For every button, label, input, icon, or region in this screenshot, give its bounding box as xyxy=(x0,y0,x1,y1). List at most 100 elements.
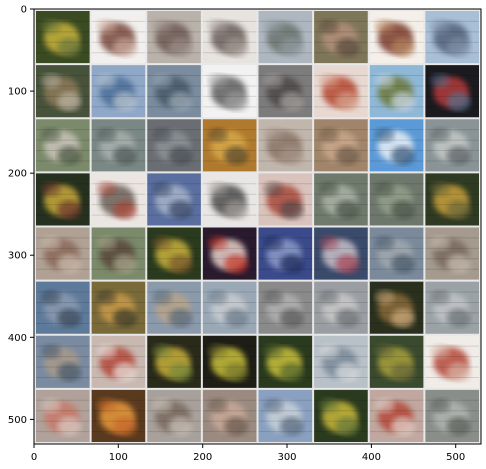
sample-tile-noise xyxy=(258,129,313,162)
y-tick-label: 400 xyxy=(8,333,27,344)
sample-tile-noise xyxy=(147,399,201,433)
sample-tile xyxy=(369,119,424,172)
sample-tile xyxy=(36,119,90,172)
sample-tile-blob xyxy=(224,416,248,436)
sample-tile-noise xyxy=(36,237,90,270)
sample-tile-blob xyxy=(168,38,193,57)
sample-tile-noise xyxy=(36,183,90,216)
sample-tile-noise xyxy=(36,291,90,324)
sample-tile-noise xyxy=(369,237,424,270)
sample-tile xyxy=(314,281,368,334)
sample-tile-blob xyxy=(430,127,451,143)
sample-tile xyxy=(425,11,479,64)
sample-tile-blob xyxy=(391,362,415,382)
sample-tile-blob xyxy=(446,308,471,328)
sample-tile xyxy=(369,335,424,388)
sample-tile-blob xyxy=(335,38,360,57)
x-tick-label: 400 xyxy=(362,452,381,463)
sample-tile-noise xyxy=(369,345,424,378)
sample-tile-blob xyxy=(41,235,61,251)
sample-tile-blob xyxy=(391,254,415,274)
sample-tile xyxy=(202,389,257,442)
sample-tile-noise xyxy=(369,399,424,433)
sample-tile xyxy=(36,389,90,442)
sample-tile-blob xyxy=(263,398,284,413)
sample-tile-noise xyxy=(147,237,201,270)
sample-tile-blob xyxy=(224,146,248,166)
sample-tile-blob xyxy=(168,146,193,166)
sample-tile-noise xyxy=(425,237,479,270)
sample-tile-blob xyxy=(391,38,415,57)
tiles xyxy=(36,11,479,442)
sample-tile-blob xyxy=(208,289,228,305)
sample-tile-blob xyxy=(57,416,82,436)
sample-tile-noise xyxy=(258,20,313,54)
sample-tile-noise xyxy=(36,345,90,378)
sample-tile xyxy=(91,335,146,388)
sample-tile-noise xyxy=(91,399,146,433)
sample-tile-blob xyxy=(430,19,451,34)
sample-tile-blob xyxy=(113,38,137,57)
sample-tile xyxy=(369,389,424,442)
sample-tile xyxy=(91,119,146,172)
x-tick-label: 200 xyxy=(193,452,212,463)
sample-tile-blob xyxy=(430,235,451,251)
sample-tile-noise xyxy=(314,345,368,378)
sample-tile xyxy=(369,227,424,280)
sample-tile xyxy=(425,281,479,334)
sample-tile-blob xyxy=(224,92,248,111)
sample-tile-blob xyxy=(96,19,117,34)
sample-tile-noise xyxy=(425,183,479,216)
sample-tile-noise xyxy=(91,237,146,270)
sample-tile-blob xyxy=(96,181,117,197)
sample-tile xyxy=(202,281,257,334)
sample-tile-blob xyxy=(375,289,395,305)
sample-tile-blob xyxy=(391,308,415,328)
sample-tile xyxy=(425,119,479,172)
sample-tile-blob xyxy=(263,289,284,305)
sample-tile-noise xyxy=(369,183,424,216)
sample-tile xyxy=(147,389,201,442)
sample-tile-blob xyxy=(113,92,137,111)
sample-tile xyxy=(147,335,201,388)
sample-tile-blob xyxy=(152,19,172,34)
sample-tile-blob xyxy=(57,254,82,274)
sample-tile-blob xyxy=(430,398,451,413)
sample-tile-blob xyxy=(96,235,117,251)
sample-tile-noise xyxy=(147,20,201,54)
sample-tile-blob xyxy=(319,235,339,251)
sample-tile-blob xyxy=(152,344,172,359)
sample-tile-blob xyxy=(430,73,451,89)
sample-tile-blob xyxy=(57,362,82,382)
sample-tile-noise xyxy=(425,291,479,324)
sample-tile-blob xyxy=(391,416,415,436)
sample-tile-noise xyxy=(147,183,201,216)
sample-tile xyxy=(258,65,313,118)
sample-tile-noise xyxy=(91,291,146,324)
sample-tile-blob xyxy=(57,308,82,328)
sample-tile-blob xyxy=(113,362,137,382)
sample-tile xyxy=(425,389,479,442)
sample-tile xyxy=(91,11,146,64)
sample-tile xyxy=(369,65,424,118)
sample-tile xyxy=(147,227,201,280)
sample-tile xyxy=(425,65,479,118)
sample-tile-blob xyxy=(113,254,137,274)
y-axis: 0 100 200 300 400 500 xyxy=(8,5,34,426)
sample-tile-blob xyxy=(41,398,61,413)
sample-tile-blob xyxy=(279,146,304,166)
sample-tile xyxy=(314,119,368,172)
sample-tile-blob xyxy=(446,92,471,111)
sample-tile-noise xyxy=(202,183,257,216)
sample-tile-blob xyxy=(263,181,284,197)
sample-tile xyxy=(91,227,146,280)
sample-tile-noise xyxy=(202,345,257,378)
y-tick-label: 300 xyxy=(8,251,27,262)
sample-tile-blob xyxy=(319,398,339,413)
sample-tile-blob xyxy=(375,398,395,413)
y-tick-label: 200 xyxy=(8,169,27,180)
sample-tile-noise xyxy=(425,399,479,433)
sample-tile-noise xyxy=(258,237,313,270)
y-tick-label: 500 xyxy=(8,415,27,426)
sample-tile xyxy=(258,227,313,280)
